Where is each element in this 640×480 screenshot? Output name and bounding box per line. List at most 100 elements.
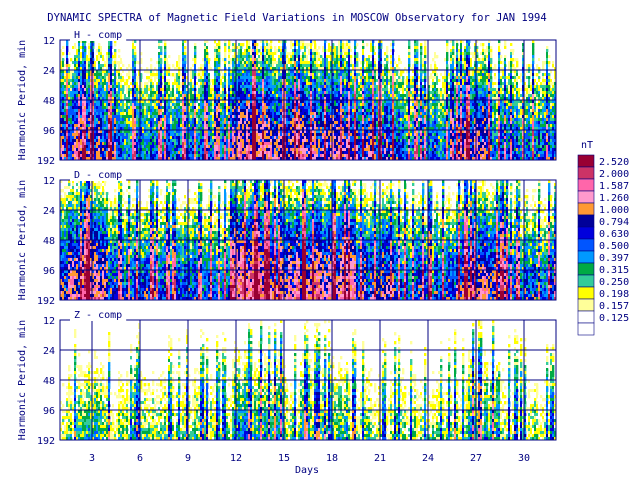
spectrum-cell: [220, 112, 222, 115]
spectrum-cell: [120, 139, 122, 142]
spectrum-cell: [190, 82, 192, 85]
spectrum-cell: [148, 112, 150, 115]
spectrum-cell: [314, 136, 316, 139]
spectrum-cell: [168, 154, 170, 157]
spectrum-cell: [240, 88, 242, 91]
spectrum-cell: [220, 106, 222, 109]
spectrum-cell: [156, 130, 158, 133]
spectrum-column: [288, 52, 290, 160]
spectrum-cell: [264, 58, 266, 61]
spectrum-cell: [170, 130, 172, 133]
spectrum-cell: [294, 118, 296, 121]
spectrum-cell: [244, 142, 246, 145]
spectrum-cell: [62, 115, 64, 118]
spectrum-cell: [122, 64, 124, 67]
spectrum-cell: [270, 58, 272, 61]
spectrum-cell: [190, 85, 192, 88]
spectrum-cell: [182, 58, 184, 61]
spectrum-cell: [224, 58, 226, 61]
spectrum-cell: [280, 58, 282, 61]
spectrum-cell: [204, 103, 206, 106]
spectrum-cell: [80, 91, 82, 94]
spectrum-cell: [82, 49, 84, 52]
spectrum-cell: [144, 124, 146, 127]
spectrum-cell: [128, 64, 130, 67]
spectrum-cell: [300, 76, 302, 79]
spectrum-cell: [178, 91, 180, 94]
spectrum-cell: [278, 148, 280, 151]
spectrum-cell: [214, 58, 216, 61]
spectrum-cell: [318, 145, 320, 148]
spectrum-cell: [152, 148, 154, 151]
spectrum-cell: [98, 142, 100, 145]
spectrum-cell: [68, 70, 70, 73]
spectrum-cell: [180, 79, 182, 82]
spectrum-cell: [120, 58, 122, 61]
spectrum-cell: [314, 64, 316, 67]
spectrum-cell: [322, 73, 324, 76]
spectrum-cell: [224, 121, 226, 124]
spectrum-cell: [76, 55, 78, 58]
spectrum-cell: [224, 118, 226, 121]
spectrum-cell: [130, 139, 132, 142]
spectrum-cell: [232, 82, 234, 85]
spectrum-cell: [240, 49, 242, 52]
spectrum-cell: [106, 130, 108, 133]
spectrum-cell: [112, 76, 114, 79]
spectrum-cell: [106, 148, 108, 151]
spectrum-cell: [122, 154, 124, 157]
spectrum-cell: [166, 115, 168, 118]
spectrum-cell: [316, 154, 318, 157]
spectrum-cell: [174, 70, 176, 73]
spectrum-cell: [206, 139, 208, 142]
spectrum-cell: [102, 70, 104, 73]
spectrum-cell: [302, 70, 304, 73]
spectrum-cell: [324, 79, 326, 82]
spectrum-cell: [162, 145, 164, 148]
spectrum-cell: [220, 70, 222, 73]
spectrum-cell: [324, 43, 326, 46]
spectrum-cell: [316, 112, 318, 115]
spectrum-cell: [306, 55, 308, 58]
spectrum-cell: [100, 79, 102, 82]
spectrum-cell: [62, 94, 64, 97]
spectrum-cell: [190, 148, 192, 151]
spectrum-cell: [292, 55, 294, 58]
spectrum-cell: [178, 58, 180, 61]
spectrum-cell: [268, 142, 270, 145]
spectrum-cell: [300, 79, 302, 82]
spectrum-cell: [312, 79, 314, 82]
spectrum-cell: [116, 139, 118, 142]
spectrum-cell: [74, 61, 76, 64]
spectrum-cell: [318, 124, 320, 127]
spectrum-column: [126, 67, 128, 160]
spectrum-cell: [124, 79, 126, 82]
spectrum-cell: [166, 70, 168, 73]
spectrum-cell: [250, 139, 252, 142]
spectrum-cell: [136, 154, 138, 157]
spectrum-cell: [274, 133, 276, 136]
spectrum-cell: [116, 103, 118, 106]
spectrum-cell: [162, 115, 164, 118]
spectrum-cell: [244, 109, 246, 112]
spectrum-cell: [218, 58, 220, 61]
spectrum-cell: [84, 79, 86, 82]
spectrum-cell: [152, 118, 154, 121]
spectrum-cell: [136, 94, 138, 97]
spectrum-cell: [172, 109, 174, 112]
spectrum-cell: [226, 112, 228, 115]
spectrum-cell: [76, 112, 78, 115]
spectrum-cell: [196, 115, 198, 118]
spectrum-cell: [226, 103, 228, 106]
spectrum-cell: [200, 88, 202, 91]
spectrum-cell: [322, 148, 324, 151]
spectrum-cell: [228, 112, 230, 115]
spectrum-cell: [154, 130, 156, 133]
spectrum-cell: [62, 52, 64, 55]
spectrum-cell: [132, 49, 134, 52]
spectrum-cell: [312, 109, 314, 112]
spectrum-cell: [314, 133, 316, 136]
spectrum-cell: [300, 43, 302, 46]
spectrum-cell: [152, 109, 154, 112]
spectrum-cell: [252, 46, 254, 49]
